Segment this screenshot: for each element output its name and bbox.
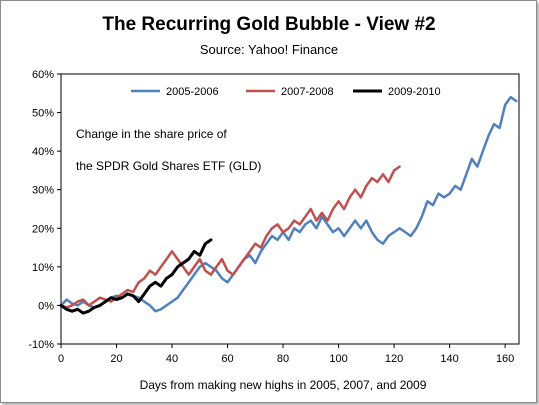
chart-subtitle: Source: Yahoo! Finance — [200, 42, 338, 57]
y-tick-label: 30% — [32, 185, 54, 197]
legend-label: 2009-2010 — [388, 86, 441, 98]
y-tick-label: 20% — [32, 223, 54, 235]
legend-label: 2007-2008 — [281, 86, 334, 98]
x-tick-label: 140 — [440, 353, 458, 365]
x-tick-label: 160 — [496, 353, 514, 365]
x-tick-label: 100 — [329, 353, 347, 365]
series-line-2005-2006 — [59, 95, 518, 313]
x-axis-label: Days from making new highs in 2005, 2007… — [140, 378, 427, 392]
y-tick-label: 40% — [32, 146, 54, 158]
x-tick-label: 20 — [110, 353, 122, 365]
plot-area — [60, 73, 520, 345]
y-axis: -10% 0% 10% 20% 30% 40% 50% 60% — [28, 69, 61, 351]
annotation-line-2: the SPDR Gold Shares ETF (GLD) — [76, 159, 261, 173]
y-tick-label: 60% — [32, 69, 54, 81]
series-line-2007-2008 — [59, 165, 401, 309]
x-tick-label: 60 — [221, 353, 233, 365]
y-tick-label: 50% — [32, 108, 54, 120]
chart-title: The Recurring Gold Bubble - View #2 — [102, 14, 435, 35]
x-tick-label: 40 — [166, 353, 178, 365]
series-line-2009-2010 — [59, 238, 213, 315]
y-tick-label: -10% — [28, 339, 54, 351]
x-axis: 0 20 40 60 80 100 120 140 160 — [58, 344, 514, 365]
y-tick-label: 10% — [32, 262, 54, 274]
x-tick-label: 0 — [58, 353, 64, 365]
y-tick-label: 0% — [38, 300, 54, 312]
legend: 2005-2006 2007-2008 2009-2010 — [131, 86, 441, 98]
annotation-line-1: Change in the share price of — [76, 127, 227, 141]
series-layer — [59, 95, 518, 315]
legend-label: 2005-2006 — [166, 86, 219, 98]
x-tick-label: 80 — [277, 353, 289, 365]
x-tick-label: 120 — [385, 353, 403, 365]
